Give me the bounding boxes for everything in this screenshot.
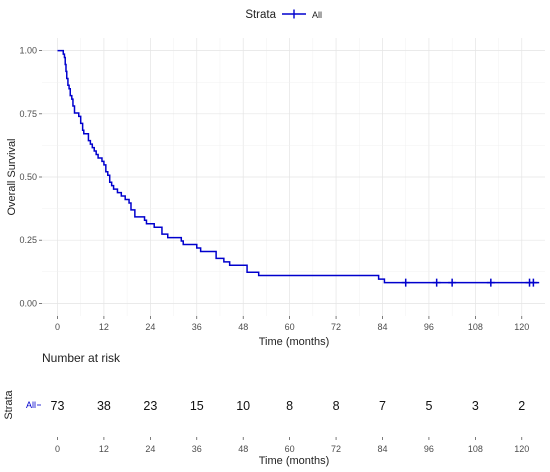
risk-table-x-tick-label: 48 xyxy=(238,444,248,454)
risk-table-x-axis-title: Time (months) xyxy=(259,455,330,467)
risk-table-value: 7 xyxy=(379,399,386,413)
risk-table-x-tick-label: 0 xyxy=(55,444,60,454)
km-censor-mark xyxy=(401,278,410,287)
km-plot-panel: 0.00 0.25 0.50 0.75 1.00 0 12 24 36 48 60 72 84 96 10… xyxy=(19,38,545,332)
risk-table-value: 3 xyxy=(472,399,479,413)
risk-table-strata-label: Strata xyxy=(3,389,15,419)
km-x-tick-label: 96 xyxy=(424,322,434,332)
risk-table-x-tick-label: 108 xyxy=(468,444,483,454)
risk-table-value: 8 xyxy=(286,399,293,413)
km-censor-mark xyxy=(432,278,441,287)
legend-key xyxy=(282,9,306,19)
legend-entry-all: All xyxy=(312,10,322,20)
risk-table-value: 73 xyxy=(51,399,65,413)
risk-table-x-tick-label: 60 xyxy=(285,444,295,454)
km-y-tick-label: 1.00 xyxy=(19,46,37,56)
km-x-tick-label: 36 xyxy=(192,322,202,332)
km-series-all xyxy=(57,49,540,284)
risk-table-x-tick-label: 120 xyxy=(514,444,529,454)
risk-table-title: Number at risk xyxy=(42,351,121,365)
km-y-axis-title: Overall Survival xyxy=(6,138,18,215)
risk-table-x-tick-label: 36 xyxy=(192,444,202,454)
km-x-axis: 0 12 24 36 48 60 72 84 96 108 120 xyxy=(55,316,529,332)
km-x-tick-label: 0 xyxy=(55,322,60,332)
risk-table-row-label: All xyxy=(26,400,36,410)
risk-table-value: 38 xyxy=(97,399,111,413)
km-x-tick-label: 120 xyxy=(514,322,529,332)
km-x-tick-label: 48 xyxy=(238,322,248,332)
km-x-axis-title: Time (months) xyxy=(259,336,330,348)
km-x-tick-label: 108 xyxy=(468,322,483,332)
km-censor-marks xyxy=(401,278,538,287)
risk-table-value: 15 xyxy=(190,399,204,413)
km-censor-mark xyxy=(529,278,538,287)
km-curve xyxy=(57,49,540,284)
risk-table-value: 23 xyxy=(143,399,157,413)
risk-table-value: 8 xyxy=(333,399,340,413)
legend: Strata All xyxy=(245,9,322,21)
km-x-tick-label: 12 xyxy=(99,322,109,332)
km-x-tick-label: 60 xyxy=(285,322,295,332)
risk-table-value: 10 xyxy=(236,399,250,413)
risk-table-x-tick-label: 96 xyxy=(424,444,434,454)
risk-table-x-tick-label: 72 xyxy=(331,444,341,454)
km-y-tick-label: 0.00 xyxy=(19,298,37,308)
risk-table: Number at risk Strata All 73 38 23 15 10 8 8 7 5… xyxy=(3,351,529,454)
km-y-tick-label: 0.75 xyxy=(19,109,37,119)
legend-title: Strata xyxy=(245,9,276,21)
km-censor-mark xyxy=(486,278,495,287)
km-x-tick-label: 72 xyxy=(331,322,341,332)
risk-table-x-tick-label: 24 xyxy=(145,444,155,454)
km-censor-mark xyxy=(448,278,457,287)
km-x-tick-label: 84 xyxy=(377,322,387,332)
km-y-tick-label: 0.25 xyxy=(19,235,37,245)
risk-table-x-tick-label: 84 xyxy=(377,444,387,454)
risk-table-x-tick-label: 12 xyxy=(99,444,109,454)
km-y-tick-label: 0.50 xyxy=(19,172,37,182)
km-grid xyxy=(42,38,545,316)
risk-table-value: 5 xyxy=(425,399,432,413)
km-x-tick-label: 24 xyxy=(145,322,155,332)
km-y-axis: 0.00 0.25 0.50 0.75 1.00 xyxy=(19,46,42,308)
risk-table-x-axis: 0 12 24 36 48 60 72 84 96 108 120 xyxy=(55,437,529,454)
risk-table-values: 73 38 23 15 10 8 8 7 5 3 2 xyxy=(51,399,526,413)
risk-table-value: 2 xyxy=(518,399,525,413)
